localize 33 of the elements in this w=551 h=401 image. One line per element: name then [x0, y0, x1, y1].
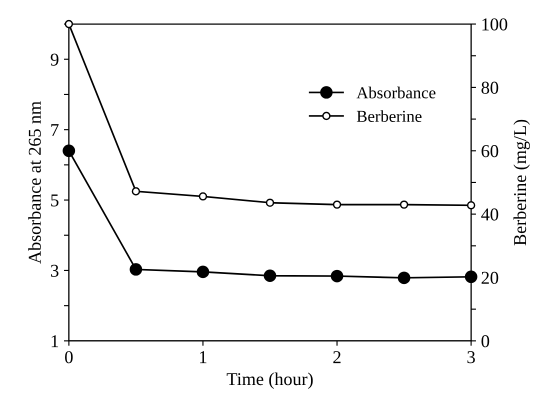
y2-tick-label: 60: [482, 145, 498, 158]
y-axis-title: Absorbance at 265 nm: [28, 101, 41, 264]
y-tick-label: 7: [51, 124, 59, 136]
y2-tick-label: 20: [482, 272, 498, 284]
y-tick-label: 9: [50, 54, 58, 66]
point: [264, 269, 276, 282]
legend-label: Berberine: [356, 110, 422, 122]
y2-tick-label: 40: [481, 208, 498, 221]
x-tick-label: 1: [200, 351, 206, 364]
point: [198, 192, 208, 201]
point: [464, 270, 478, 284]
y2-tick-label: 100: [482, 18, 508, 30]
x-tick-label: 0: [65, 351, 73, 364]
legend-label: Absorbance: [356, 86, 436, 98]
point: [398, 272, 410, 284]
x-tick-label: 3: [467, 351, 475, 364]
point: [62, 144, 76, 158]
y2-tick-label: 0: [482, 335, 490, 348]
y-tick-label: 5: [51, 194, 58, 206]
x-axis-title: Time (hour): [226, 372, 313, 389]
point: [130, 263, 142, 276]
point: [196, 266, 210, 278]
point: [400, 200, 408, 209]
point: [132, 187, 140, 196]
y-tick-label: 3: [50, 264, 58, 277]
x-tick-label: 2: [333, 351, 341, 364]
point: [466, 201, 476, 210]
point: [266, 198, 274, 207]
y2-tick-label: 80: [482, 82, 498, 94]
y-tick-label: 1: [52, 335, 58, 348]
point: [330, 270, 344, 282]
point: [332, 200, 342, 209]
y2-axis-title: Berberine (mg/L): [513, 120, 530, 246]
